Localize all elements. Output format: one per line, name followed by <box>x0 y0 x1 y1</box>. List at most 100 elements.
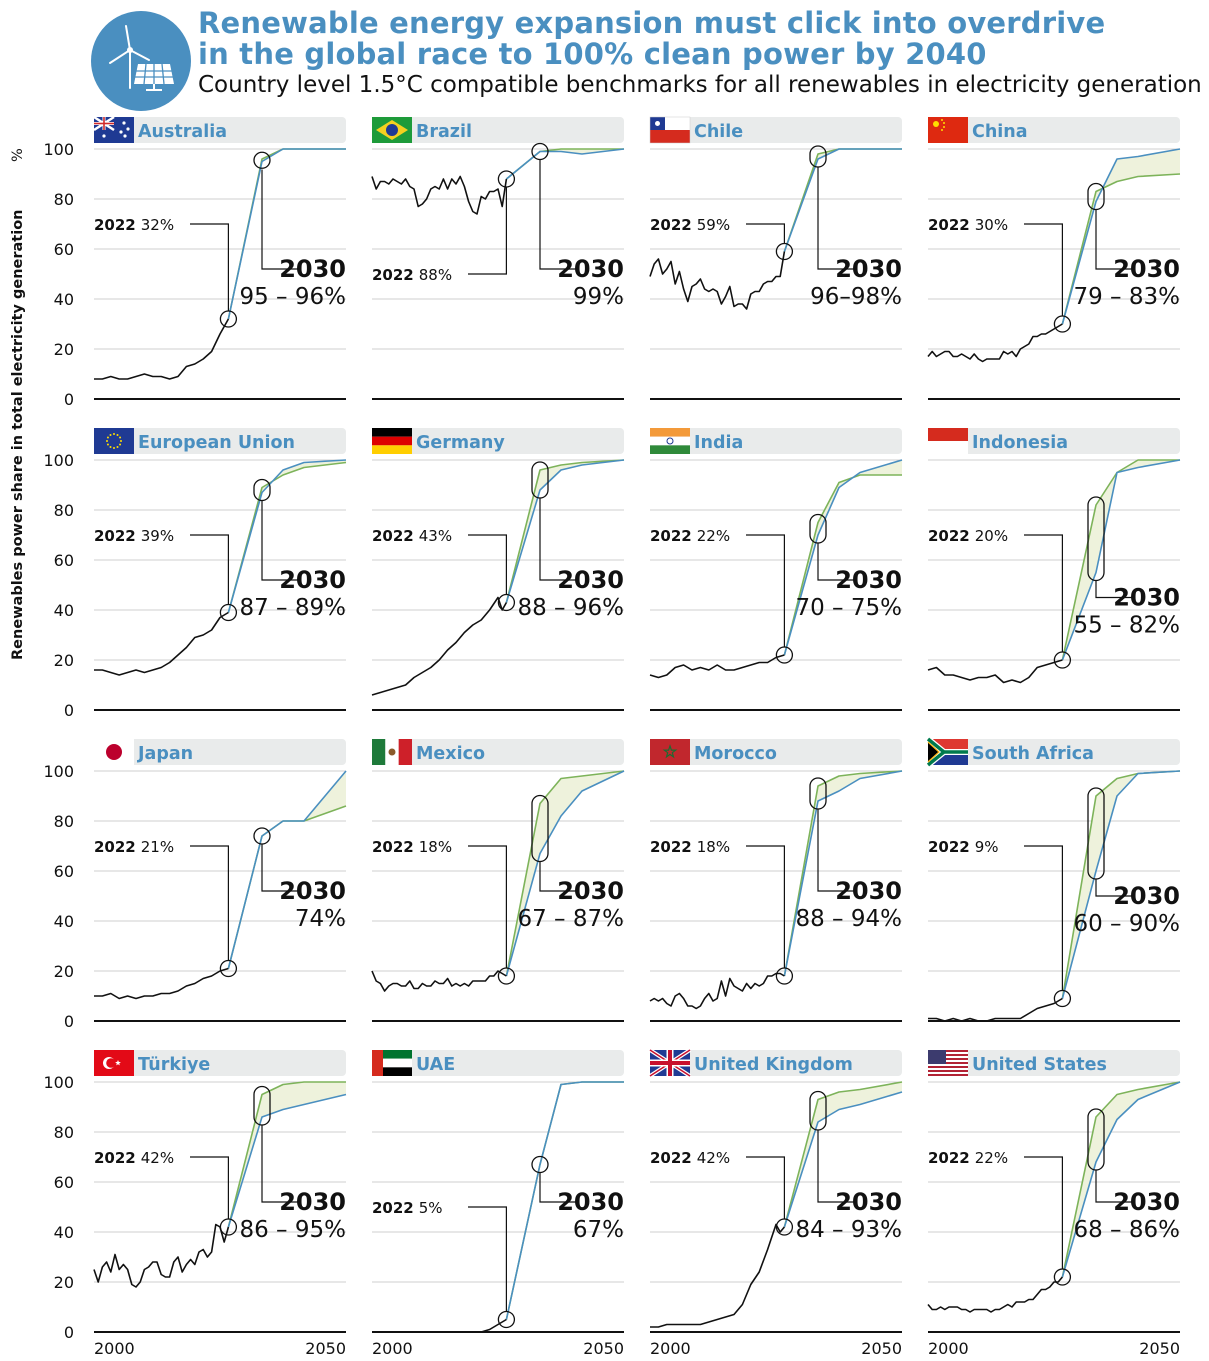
callout-2022-label: 2022 32% <box>94 216 174 234</box>
benchmark-upper-line <box>1061 1081 1181 1278</box>
callout-2030-year: 2030 <box>1113 1188 1180 1216</box>
benchmark-range-area <box>1062 771 1180 999</box>
panel-header: Australia <box>93 115 346 143</box>
y-tick-label: 20 <box>54 340 74 359</box>
callout-2030-line <box>817 167 856 270</box>
callout-2030-line <box>1095 580 1134 599</box>
benchmark-range-area <box>506 460 624 603</box>
panel-header-bg <box>928 739 1180 765</box>
benchmark-lower-line <box>783 770 903 977</box>
y-tick-label: 60 <box>54 551 74 570</box>
callout-2022-label: 2022 30% <box>928 216 1008 234</box>
benchmark-upper-line <box>1061 173 1181 325</box>
historical-line <box>927 1276 1064 1313</box>
callout-2022-line <box>746 223 786 244</box>
x-tick-label: 2000 <box>94 1339 135 1358</box>
callout-2030-line <box>261 500 300 581</box>
benchmark-lower-line <box>505 459 625 603</box>
panel-header-bg <box>372 739 624 765</box>
y-tick-label: 0 <box>64 1323 74 1342</box>
callout-2022-line <box>190 534 229 605</box>
y-tick-label: 80 <box>54 501 74 520</box>
benchmark-lower-line <box>783 1091 903 1228</box>
wind-turbine-solar-panel-icon <box>91 11 191 111</box>
callout-2030-range: 84 – 93% <box>795 1217 902 1243</box>
callout-2022-year: 2022 <box>372 1199 414 1217</box>
us-flag <box>928 1050 968 1076</box>
y-tick-label: 40 <box>54 601 74 620</box>
callout-2030-range: 55 – 82% <box>1073 613 1180 639</box>
panel-header-bg <box>928 428 1180 454</box>
callout-2022-year: 2022 <box>650 216 692 234</box>
y-tick-label: 0 <box>64 1012 74 1031</box>
callout-2022-year: 2022 <box>372 527 414 545</box>
benchmark-lower-line <box>505 148 625 180</box>
callout-2022-year: 2022 <box>928 216 970 234</box>
callout-2022-value: 22% <box>975 1149 1008 1167</box>
benchmark-lower-line <box>227 148 346 320</box>
eu-flag <box>94 428 134 454</box>
callout-2030-range: 67 – 87% <box>517 906 624 932</box>
australia-flag <box>93 115 134 143</box>
callout-2022-label: 2022 88% <box>372 266 452 284</box>
panel-header: European Union <box>94 428 346 454</box>
panel-header: Chile <box>649 116 902 144</box>
panel-header-bg <box>372 428 624 454</box>
benchmark-lower-line <box>1061 148 1181 325</box>
callout-2030-year: 2030 <box>835 877 902 905</box>
callout-2030-range: 87 – 89% <box>239 595 346 621</box>
benchmark-upper-line <box>505 770 625 977</box>
callout-2030-year: 2030 <box>557 877 624 905</box>
callout-2022-value: 32% <box>141 216 174 234</box>
callout-2022-label: 2022 9% <box>928 838 999 856</box>
panel-header-bg <box>650 739 902 765</box>
china-flag <box>928 117 968 143</box>
historical-line <box>94 611 229 676</box>
panel-european-union: European Union 0 20 40 60 80 100 2022 39% 203087 … <box>43 428 347 720</box>
country-name: United Kingdom <box>694 1055 853 1075</box>
panel-header: China <box>928 117 1180 143</box>
y-tick-label: 60 <box>54 1173 74 1192</box>
title-line-2: in the global race to 100% clean power b… <box>198 37 987 71</box>
y-tick-label: 20 <box>54 962 74 981</box>
historical-line <box>94 318 230 380</box>
benchmark-lower-line <box>1061 770 1181 999</box>
benchmark-lower-line <box>505 1081 624 1320</box>
country-name: Chile <box>694 122 743 142</box>
benchmark-upper-line <box>783 1081 903 1228</box>
callout-2022-value: 18% <box>697 838 730 856</box>
benchmark-lower-line <box>227 770 347 969</box>
callout-2022-label: 2022 18% <box>650 838 730 856</box>
country-name: Mexico <box>416 744 485 764</box>
y-tick-label: 20 <box>54 1273 74 1292</box>
historical-line <box>371 175 508 215</box>
country-name: Brazil <box>416 122 472 142</box>
y-tick-label: 60 <box>54 862 74 881</box>
historical-line <box>649 972 785 1010</box>
turkiye-flag <box>94 1050 134 1076</box>
callout-2030-range: 86 – 95% <box>239 1217 346 1243</box>
callout-2030-range: 74% <box>295 906 346 932</box>
callout-2022-line <box>468 845 507 968</box>
x-tick-label: 2050 <box>1139 1339 1180 1358</box>
benchmark-range-area <box>1062 460 1180 660</box>
benchmark-range-area <box>228 1082 346 1227</box>
callout-2022-label: 2022 39% <box>94 527 174 545</box>
callout-2022-value: 30% <box>975 216 1008 234</box>
panel-header-bg <box>928 117 1180 143</box>
callout-2030-year: 2030 <box>279 1188 346 1216</box>
y-tick-label: 20 <box>54 651 74 670</box>
callout-2022-year: 2022 <box>94 527 136 545</box>
y-tick-label: 60 <box>54 240 74 259</box>
x-tick-label: 2050 <box>583 1339 624 1358</box>
historical-line <box>927 323 1063 363</box>
callout-2030-year: 2030 <box>279 877 346 905</box>
x-tick-label: 2050 <box>861 1339 902 1358</box>
callout-2030-range: 68 – 86% <box>1073 1217 1180 1243</box>
callout-2030-year: 2030 <box>557 255 624 283</box>
